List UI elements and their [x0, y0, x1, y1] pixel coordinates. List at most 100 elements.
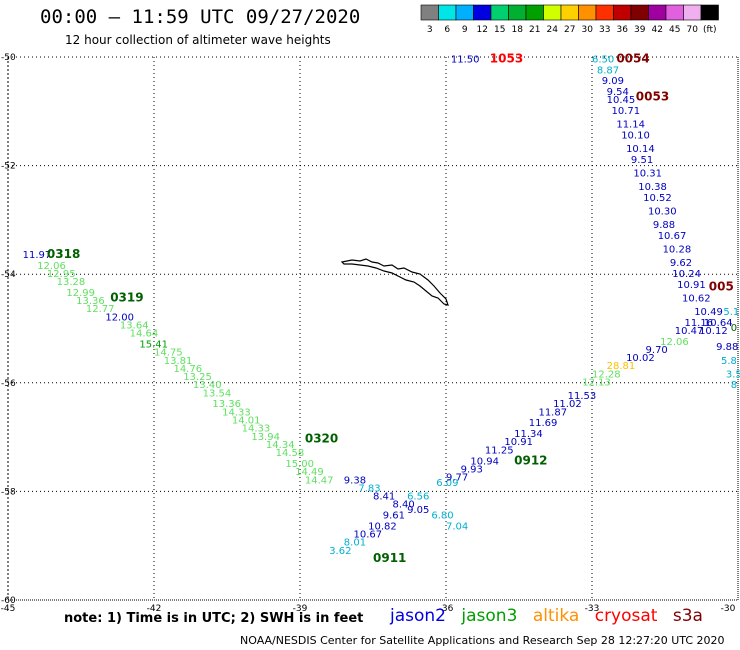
track-time-label: 0319: [110, 290, 143, 304]
wave-height-label: 8: [731, 380, 737, 391]
wave-height-label: 14.76: [173, 364, 202, 375]
colorbar-swatch: [700, 4, 719, 21]
colorbar-label: 39: [634, 25, 646, 35]
color-scale-bar: 3 6 9 12 15 18 21 24 27 30 33 36 39 42 45 70 (ft): [420, 4, 719, 35]
wave-height-label: 8.41: [373, 492, 395, 503]
y-tick-label: -54: [1, 270, 16, 280]
colorbar-label: 21: [529, 25, 540, 35]
wave-height-label: 14.34: [266, 440, 295, 451]
colorbar-label: 36: [617, 25, 629, 35]
wave-height-label: 14.01: [232, 416, 261, 427]
colorbar-label: 9: [462, 25, 468, 35]
colorbar-label: 18: [512, 25, 524, 35]
wave-height-label: 10.52: [643, 193, 672, 204]
wave-height-label: 10.02: [626, 353, 655, 364]
wave-height-label: 8.40: [392, 500, 414, 511]
legend-item-s3a: s3a: [672, 606, 703, 626]
south-georgia-island-outline: [340, 258, 449, 306]
track-time-label: 0912: [514, 453, 547, 467]
wave-height-label: 9.88: [653, 220, 675, 231]
wave-height-label: 13.28: [57, 277, 86, 288]
track-time-label: 005: [709, 279, 734, 293]
wave-height-label: 10.49: [694, 307, 723, 318]
satellite-legend: jason2 jason3 altika cryosat s3a: [390, 606, 713, 626]
y-tick-label: -58: [1, 487, 16, 497]
colorbar-label: 3: [427, 25, 433, 35]
wave-height-label: 11.53: [568, 391, 597, 402]
y-tick-label: -52: [1, 162, 16, 172]
colorbar-label: 27: [564, 25, 575, 35]
wave-height-label: 9.09: [602, 76, 624, 87]
wave-height-label: 14.47: [305, 475, 334, 486]
x-axis-ticks: -45 -42 -39 -36 -33 -30: [1, 604, 736, 614]
footer-note: note: 1) Time is in UTC; 2) SWH is in fe…: [64, 611, 364, 626]
colorbar-label: 6: [444, 25, 450, 35]
wave-height-label: 10.12: [699, 326, 728, 337]
wave-height-label: 13.94: [251, 432, 280, 443]
wave-height-label: 11.69: [529, 418, 558, 429]
colorbar-label: 42: [652, 25, 663, 35]
legend-item-altika: altika: [532, 606, 580, 626]
map-grid: [7, 56, 739, 601]
wave-height-label: 12.95: [47, 269, 76, 280]
legend-item-cryosat: cryosat: [594, 606, 658, 626]
wave-height-label: 28.81: [607, 361, 636, 372]
page-subtitle: 12 hour collection of altimeter wave hei…: [65, 33, 331, 47]
colorbar-label: 70: [687, 25, 699, 35]
wave-height-label: 12.06: [660, 337, 689, 348]
legend-item-jason2: jason2: [390, 606, 446, 626]
wave-height-label: 14.33: [222, 407, 251, 418]
wave-height-label: 11.50: [451, 54, 480, 65]
colorbar-label: 45: [669, 25, 680, 35]
wave-height-label: 10.62: [682, 293, 711, 304]
wave-height-label: 10.91: [504, 437, 533, 448]
track-time-labels: 0318 0319 0320 0911 0912 1053 0054 0053 005: [47, 51, 734, 565]
wave-height-label: 5.8: [721, 356, 737, 367]
map-frame: [7, 56, 739, 601]
wave-height-label: 7.83: [358, 483, 380, 494]
wave-height-label: 13.81: [164, 356, 193, 367]
y-tick-label: -60: [1, 596, 16, 606]
wave-height-label: 10.71: [611, 106, 640, 117]
y-axis-ticks: -50 -52 -54 -56 -58 -60: [1, 53, 16, 606]
wave-height-label: 9.05: [407, 505, 429, 516]
wave-height-label: 10.67: [658, 231, 687, 242]
wave-height-label: 13.36: [212, 399, 241, 410]
wave-height-label: 9.62: [670, 258, 692, 269]
wave-height-label: 14.64: [130, 329, 159, 340]
wave-height-label: 6.56: [407, 492, 429, 503]
x-tick-label: -33: [585, 604, 600, 614]
wave-height-label: 9.51: [631, 155, 653, 166]
x-tick-label: -45: [1, 604, 16, 614]
wave-height-label: 10.67: [354, 530, 383, 541]
wave-height-label: 10.45: [607, 95, 636, 106]
wave-height-label: 10.47: [675, 326, 704, 337]
x-tick-label: -39: [293, 604, 308, 614]
wave-height-label: 10.82: [368, 521, 397, 532]
wave-height-label: 11.02: [553, 399, 582, 410]
x-tick-label: -36: [439, 604, 454, 614]
wave-height-label: 8.87: [597, 65, 619, 76]
wave-height-label: 14.49: [295, 467, 324, 478]
track-time-label: 0053: [636, 89, 669, 103]
wave-height-label: 12.99: [66, 288, 95, 299]
wave-height-label: 13.25: [183, 372, 212, 383]
wave-height-label: 10.24: [672, 269, 701, 280]
track-time-label: 0320: [305, 432, 338, 446]
wave-height-label: 9.38: [344, 475, 366, 486]
wave-height-label: 12.28: [592, 369, 621, 380]
wave-height-label: 14.75: [154, 348, 183, 359]
wave-height-label: 10.30: [648, 206, 677, 217]
x-tick-label: -42: [147, 604, 162, 614]
wave-height-label: 13.36: [76, 296, 105, 307]
track-time-label: 0911: [373, 551, 406, 565]
colorbar-label: 33: [599, 25, 610, 35]
wave-height-label: 9.88: [716, 342, 738, 353]
wave-height-label: 11.14: [616, 120, 645, 131]
wave-height-label: 7.04: [446, 521, 468, 532]
wave-height-label: 11.97: [23, 250, 52, 261]
wave-height-label: 10.10: [621, 130, 650, 141]
wave-height-label: 12.06: [37, 261, 66, 272]
wave-height-label: 10.31: [633, 168, 662, 179]
